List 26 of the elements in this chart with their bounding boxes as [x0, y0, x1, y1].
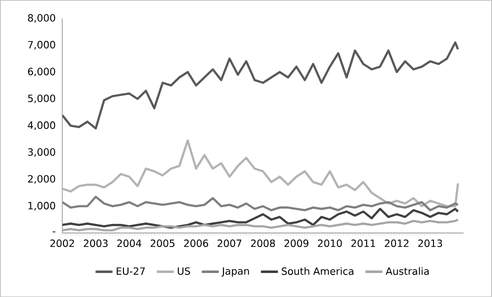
y-tick-label: -	[52, 231, 56, 232]
x-tick-label: 2008	[251, 239, 275, 247]
y-tick-label: 7,000	[28, 40, 56, 50]
x-tick-label: 2012	[384, 239, 408, 247]
x-tick-label: 2002	[50, 239, 74, 247]
y-tick-label: 5,000	[28, 94, 56, 103]
y-tick-label: 4,000	[28, 121, 56, 130]
y-tick-label: 2,000	[28, 174, 56, 184]
x-tick-label: 2010	[318, 239, 342, 247]
y-tick-label: 6,000	[28, 68, 56, 76]
legend-label: Australia	[386, 267, 429, 275]
x-tick-label: 2011	[351, 239, 376, 247]
y-tick-label: 3,000	[28, 148, 56, 157]
x-tick-label: 2007	[218, 239, 242, 247]
legend-label: Japan	[221, 267, 249, 277]
x-tick-label: 2006	[184, 239, 208, 247]
y-tick-label: 8,000	[28, 14, 56, 22]
x-tick-label: 2013	[418, 239, 442, 247]
legend-label: US	[178, 267, 190, 275]
legend-label: South America	[282, 267, 354, 275]
x-tick-label: 2003	[84, 239, 108, 247]
legend-label: EU-27	[116, 267, 145, 275]
y-tick-label: 1,000	[28, 202, 56, 210]
x-tick-label: 2004	[117, 239, 142, 247]
x-tick-label: 2005	[150, 239, 174, 247]
x-tick-label: 2009	[284, 239, 308, 247]
